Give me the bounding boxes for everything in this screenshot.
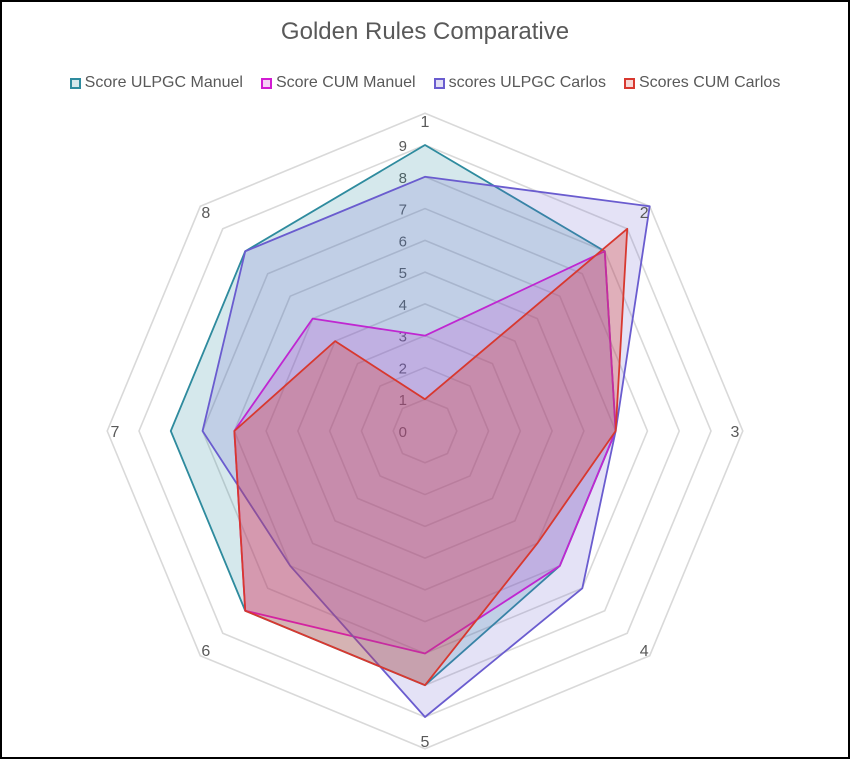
gridline-level-4 xyxy=(297,303,553,559)
category-label-4: 4 xyxy=(640,643,649,660)
category-label-8: 8 xyxy=(201,205,210,222)
series-scores-ulpgc-carlos xyxy=(201,175,651,718)
legend-label-scores-cum-carlos: Scores CUM Carlos xyxy=(638,74,781,91)
category-label-1: 1 xyxy=(421,114,430,131)
category-label-7: 7 xyxy=(111,424,120,441)
legend-swatch-score-cum-manuel xyxy=(260,77,272,89)
series-layer xyxy=(169,144,651,718)
tick-label-4: 4 xyxy=(399,297,407,314)
legend-label-scores-ulpgc-carlos: scores ULPGC Carlos xyxy=(448,74,606,91)
gridline-level-1 xyxy=(392,398,458,464)
gridline-level-10 xyxy=(106,112,744,750)
gridline-level-3 xyxy=(328,334,522,528)
gridline-level-6 xyxy=(233,239,617,623)
legend-swatch-scores-cum-carlos xyxy=(623,77,635,89)
gridline-level-5 xyxy=(265,271,585,591)
tick-label-9: 9 xyxy=(399,138,407,155)
axis-label-layer: 1 2 3 4 5 6 7 8 xyxy=(111,114,740,751)
legend-label-score-ulpgc-manuel: Score ULPGC Manuel xyxy=(84,74,243,91)
category-label-5: 5 xyxy=(421,734,430,751)
category-label-2: 2 xyxy=(640,205,649,222)
legend-item-score-ulpgc-manuel: Score ULPGC Manuel xyxy=(69,74,243,92)
tick-label-7: 7 xyxy=(399,202,407,219)
legend: Score ULPGC Manuel Score CUM Manuel scor… xyxy=(0,74,850,92)
chart-title: Golden Rules Comparative xyxy=(280,18,570,45)
category-label-3: 3 xyxy=(731,424,740,441)
legend-swatch-scores-ulpgc-carlos xyxy=(433,77,445,89)
legend-item-scores-cum-carlos: Scores CUM Carlos xyxy=(623,74,781,92)
legend-item-score-cum-manuel: Score CUM Manuel xyxy=(260,74,416,92)
legend-item-scores-ulpgc-carlos: scores ULPGC Carlos xyxy=(433,74,606,92)
tick-label-3: 3 xyxy=(399,329,407,346)
gridline-level-2 xyxy=(360,366,490,496)
category-label-6: 6 xyxy=(201,643,210,660)
tick-label-8: 8 xyxy=(399,170,407,187)
tick-label-2: 2 xyxy=(399,360,407,377)
tick-label-0: 0 xyxy=(399,424,407,441)
legend-swatch-score-ulpgc-manuel xyxy=(69,77,81,89)
tick-label-1: 1 xyxy=(399,392,407,409)
grid-layer xyxy=(106,112,744,750)
tick-label-5: 5 xyxy=(399,265,407,282)
series-score-cum-manuel xyxy=(233,250,617,655)
series-scores-cum-carlos xyxy=(233,227,629,687)
tick-layer: 0 1 2 3 4 5 6 7 8 9 xyxy=(399,138,407,441)
legend-label-score-cum-manuel: Score CUM Manuel xyxy=(275,74,416,91)
tick-label-6: 6 xyxy=(399,233,407,250)
